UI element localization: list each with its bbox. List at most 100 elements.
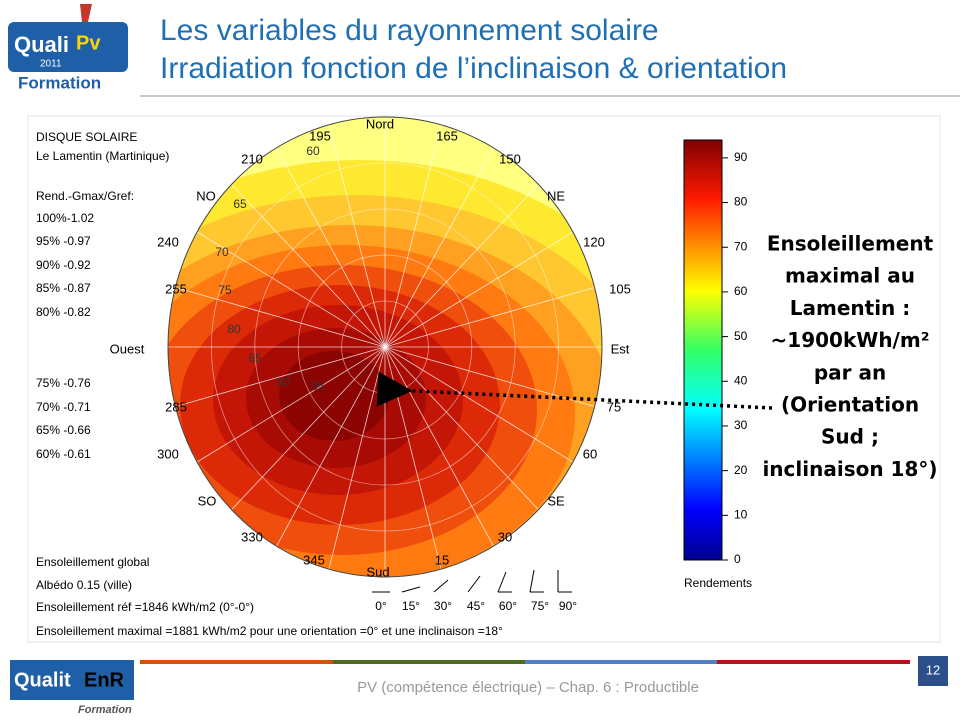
icon bbox=[529, 569, 535, 593]
ratio-item: 60% -0.61 bbox=[36, 447, 91, 461]
ratio-item: 65% -0.66 bbox=[36, 423, 91, 437]
logo-brand-2: Pv bbox=[76, 32, 101, 54]
azimuth-label: 105 bbox=[609, 281, 631, 296]
icon-label: 15° bbox=[402, 599, 420, 613]
icon-label: 30° bbox=[434, 599, 452, 613]
azimuth-label: 345 bbox=[303, 552, 325, 567]
spoke bbox=[276, 346, 386, 547]
direction-label: Nord bbox=[366, 116, 394, 131]
colorbar-tick-label: 70 bbox=[734, 239, 748, 253]
spoke bbox=[196, 231, 386, 348]
ratio-item: 85% -0.87 bbox=[36, 281, 91, 295]
inclination-label: 95 bbox=[311, 379, 325, 393]
title-line: Irradiation fonction de l’inclinaison & … bbox=[160, 52, 787, 85]
azimuth-label: 255 bbox=[165, 281, 187, 296]
spoke bbox=[196, 346, 386, 463]
spoke bbox=[328, 346, 386, 570]
spoke bbox=[231, 184, 386, 348]
inclination-label: 70 bbox=[215, 245, 229, 259]
panel-site: Le Lamentin (Martinique) bbox=[36, 149, 169, 163]
azimuth-label: 30 bbox=[498, 529, 512, 544]
azimuth-label: 330 bbox=[241, 529, 263, 544]
logo-brand: Quali bbox=[14, 32, 69, 57]
azimuth-label: 150 bbox=[499, 151, 521, 166]
azimuth-label: 285 bbox=[165, 399, 187, 414]
ring bbox=[254, 208, 516, 486]
direction-label: Est bbox=[611, 341, 630, 356]
callout-line: Lamentin : bbox=[790, 296, 911, 320]
callout-line: maximal au bbox=[785, 264, 915, 288]
note: Albédo 0.15 (ville) bbox=[36, 578, 132, 592]
direction-label: SE bbox=[547, 493, 565, 508]
logo-accent bbox=[80, 4, 92, 22]
colorbar-tick-label: 50 bbox=[734, 329, 748, 343]
icon-label: 45° bbox=[467, 599, 485, 613]
direction-label: NE bbox=[547, 188, 565, 203]
azimuth-label: 60 bbox=[583, 446, 597, 461]
disk-grid bbox=[168, 117, 602, 577]
icon bbox=[433, 579, 449, 593]
note: Ensoleillement maximal =1881 kWh/m2 pour… bbox=[36, 624, 503, 638]
direction-label: NO bbox=[196, 188, 216, 203]
icon-label: 90° bbox=[559, 599, 577, 613]
spoke bbox=[328, 124, 386, 348]
azimuth-label: 210 bbox=[241, 151, 263, 166]
icon-label: 0° bbox=[375, 599, 387, 613]
ratio-item: 100%-1.02 bbox=[36, 211, 94, 225]
ratio-item: 95% -0.97 bbox=[36, 234, 91, 248]
callout-line: ~1900kWh/m² bbox=[771, 328, 930, 352]
logo-year: 2011 bbox=[40, 59, 62, 70]
ratio-item: 75% -0.76 bbox=[36, 376, 91, 390]
callout-line: inclinaison 18°) bbox=[762, 457, 937, 481]
inclination-label: 85 bbox=[248, 351, 262, 365]
direction-label: SO bbox=[198, 493, 217, 508]
direction-label: Sud bbox=[366, 564, 389, 579]
icon bbox=[467, 575, 481, 593]
spoke bbox=[175, 287, 386, 348]
ring bbox=[297, 254, 473, 440]
footer-logo-2: EnR bbox=[84, 669, 125, 691]
inclination-label: 65 bbox=[233, 197, 247, 211]
figure-frame bbox=[27, 115, 941, 643]
logo-box bbox=[8, 22, 128, 72]
icon-label: 60° bbox=[499, 599, 517, 613]
ratio-item: 80% -0.82 bbox=[36, 305, 91, 319]
callout-line: Sud ; bbox=[821, 425, 879, 449]
inclination-label: 75 bbox=[218, 283, 232, 297]
panel-heading: Rend.-Gmax/Gref: bbox=[36, 189, 134, 203]
colorbar-tick-label: 40 bbox=[734, 373, 748, 387]
title-line: Les variables du rayonnement solaire bbox=[160, 14, 659, 47]
spoke bbox=[276, 147, 386, 348]
callout-line: (Orientation bbox=[781, 393, 919, 417]
footer-logo-box bbox=[10, 660, 134, 700]
inclination-icons bbox=[372, 569, 572, 593]
spoke bbox=[384, 147, 494, 348]
page-box bbox=[918, 656, 948, 686]
disk-outline bbox=[167, 116, 603, 578]
footer-text: PV (compétence électrique) – Chap. 6 : P… bbox=[357, 679, 699, 696]
colorbar-tick-label: 30 bbox=[734, 418, 748, 432]
colorbar-label: Rendements bbox=[684, 576, 752, 590]
azimuth-label: 195 bbox=[309, 128, 331, 143]
azimuth-label: 15 bbox=[435, 552, 449, 567]
callout: Ensoleillement maximal au Lamentin : ~1900k… bbox=[762, 232, 937, 481]
contour-band bbox=[279, 351, 389, 441]
ratio-item: 90% -0.92 bbox=[36, 258, 91, 272]
icon bbox=[497, 571, 507, 593]
azimuth-label: 75 bbox=[607, 399, 621, 414]
page-number: 12 bbox=[926, 662, 940, 677]
inclination-label: 80 bbox=[227, 322, 241, 336]
spoke bbox=[384, 184, 539, 348]
colorbar-tick-label: 90 bbox=[734, 150, 748, 164]
azimuth-label: 165 bbox=[436, 128, 458, 143]
colorbar-tick-label: 0 bbox=[734, 552, 741, 566]
colorbar-tick-label: 10 bbox=[734, 507, 748, 521]
callout-line: par an bbox=[814, 360, 886, 384]
ratio-item: 70% -0.71 bbox=[36, 400, 91, 414]
inclination-label: 60 bbox=[306, 144, 320, 158]
callout-line: Ensoleillement bbox=[767, 232, 934, 256]
legend-panel: DISQUE SOLAIRE Le Lamentin (Martinique) … bbox=[36, 130, 169, 461]
azimuth-label: 300 bbox=[157, 446, 179, 461]
colorbar-tick-label: 80 bbox=[734, 195, 748, 209]
